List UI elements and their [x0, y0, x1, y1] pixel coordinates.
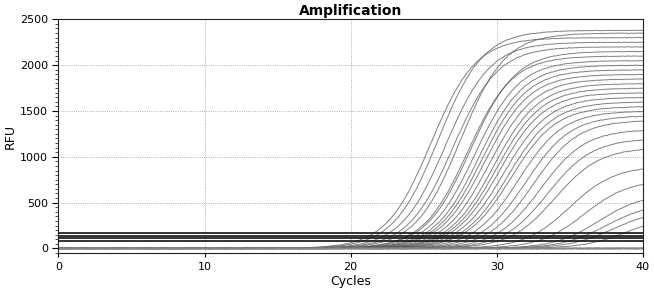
Y-axis label: RFU: RFU — [4, 124, 17, 149]
Title: Amplification: Amplification — [299, 4, 402, 18]
X-axis label: Cycles: Cycles — [330, 275, 371, 288]
